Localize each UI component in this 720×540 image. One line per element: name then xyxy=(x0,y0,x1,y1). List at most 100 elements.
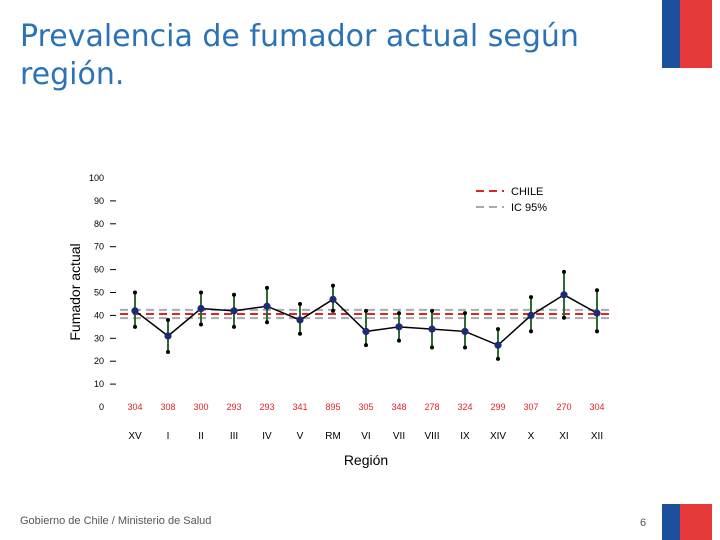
x-tick-label: IX xyxy=(460,431,470,442)
ci-lower-point xyxy=(595,329,599,334)
ci-lower-point xyxy=(199,322,203,327)
x-tick-label: XIV xyxy=(490,431,506,442)
prevalence-point xyxy=(197,304,205,313)
sample-size-label: 270 xyxy=(556,402,571,412)
sample-size-label: 304 xyxy=(589,402,604,412)
x-axis-label: Región xyxy=(344,452,388,468)
sample-size-label: 308 xyxy=(160,402,175,412)
sample-size-label: 307 xyxy=(523,402,538,412)
prevalence-point xyxy=(428,325,436,333)
x-tick-label: X xyxy=(528,431,535,442)
prevalence-point xyxy=(230,307,238,315)
x-tick-label: I xyxy=(167,431,170,442)
sample-size-label: 278 xyxy=(424,402,439,412)
y-tick-label: 40 xyxy=(94,310,104,320)
chart-legend: CHILE IC 95% xyxy=(476,186,547,214)
y-tick-label: 50 xyxy=(94,288,104,298)
sample-size-label: 324 xyxy=(457,402,472,412)
y-tick-label: 90 xyxy=(94,196,104,206)
prevalence-point xyxy=(263,302,271,310)
x-tick-label: VIII xyxy=(424,431,439,442)
y-tick-label: 20 xyxy=(94,356,104,366)
flag-blue-stripe xyxy=(662,0,680,68)
sample-size-label: 300 xyxy=(193,402,208,412)
sample-size-label: 895 xyxy=(325,402,340,412)
ci-upper-point xyxy=(232,292,236,297)
legend-label: CHILE xyxy=(511,186,543,198)
ci-upper-point xyxy=(331,283,335,288)
x-tick-label: VI xyxy=(361,431,370,442)
ci-lower-point xyxy=(364,343,368,348)
prevalence-point xyxy=(362,327,370,336)
x-tick-label: XII xyxy=(591,431,603,442)
y-tick-label: 10 xyxy=(94,379,104,389)
ci-lower-point xyxy=(430,345,434,350)
y-tick-label: 100 xyxy=(89,173,104,183)
ci-upper-point xyxy=(595,288,599,293)
x-tick-label: XV xyxy=(128,431,142,442)
ci-upper-point xyxy=(529,295,533,300)
prevalence-point xyxy=(395,323,403,331)
ci-upper-point xyxy=(199,290,203,295)
ci-lower-point xyxy=(133,324,137,329)
sample-size-label: 305 xyxy=(358,402,373,412)
footer-text: Gobierno de Chile / Ministerio de Salud xyxy=(20,515,212,527)
ci-upper-point xyxy=(397,311,401,316)
prevalence-series xyxy=(131,291,601,349)
prevalence-point xyxy=(131,307,139,315)
ci-lower-point xyxy=(397,338,401,343)
y-axis-label: Fumador actual xyxy=(67,243,83,340)
page-number: 6 xyxy=(640,517,647,529)
prevalence-point xyxy=(296,316,304,324)
ci-upper-point xyxy=(364,308,368,313)
ci-lower-point xyxy=(463,345,467,350)
x-tick-label: II xyxy=(198,431,204,442)
prevalence-point xyxy=(329,295,337,303)
prevalence-point xyxy=(494,341,502,349)
y-tick-label: 0 xyxy=(99,402,104,412)
chile-flag-bottom-decoration xyxy=(662,504,712,540)
ci-lower-point xyxy=(562,315,566,320)
ci-lower-point xyxy=(496,356,500,361)
sample-size-label: 299 xyxy=(490,402,505,412)
y-tick-label: 80 xyxy=(94,219,104,229)
sample-size-label: 341 xyxy=(292,402,307,412)
x-tick-label: VII xyxy=(393,431,405,442)
sample-size-label: 304 xyxy=(127,402,142,412)
prevalence-point xyxy=(527,311,535,319)
ci-upper-point xyxy=(496,327,500,332)
flag-red-stripe xyxy=(680,504,712,540)
x-tick-label: XI xyxy=(559,431,568,442)
ci-lower-point xyxy=(529,329,533,334)
ci-upper-point xyxy=(133,290,137,295)
x-axis: XV I II III IV V RM VI VII VIII IX XIV X XI XII xyxy=(128,431,603,442)
ci-lower-point xyxy=(298,331,302,336)
ci-upper-point xyxy=(166,317,170,322)
prevalence-point xyxy=(560,291,568,299)
ci-upper-point xyxy=(298,301,302,306)
prevalence-point xyxy=(164,332,172,340)
prevalence-point xyxy=(461,327,469,336)
legend-label: IC 95% xyxy=(511,202,547,214)
slide-title: Prevalencia de fumador actual según regi… xyxy=(20,19,579,92)
ci-lower-point xyxy=(166,350,170,355)
ci-lower-point xyxy=(331,308,335,313)
ci-lower-point xyxy=(232,324,236,329)
y-tick-label: 60 xyxy=(94,265,104,275)
ci-upper-point xyxy=(430,308,434,313)
x-tick-label: IV xyxy=(262,431,272,442)
x-tick-label: V xyxy=(297,431,304,442)
sample-size-labels: 304 308 300 293 293 341 895 305 348 278 324 299 307 2… xyxy=(127,402,604,412)
y-axis: 0 10 20 30 40 50 60 70 80 90 100 xyxy=(89,173,116,412)
prevalence-point xyxy=(593,309,601,317)
sample-size-label: 293 xyxy=(226,402,241,412)
y-tick-label: 70 xyxy=(94,242,104,252)
x-tick-label: III xyxy=(230,431,238,442)
flag-blue-stripe xyxy=(662,504,680,540)
chile-flag-top-decoration xyxy=(662,0,712,68)
y-tick-label: 30 xyxy=(94,333,104,343)
ci-upper-point xyxy=(463,311,467,316)
ci-upper-point xyxy=(265,285,269,290)
sample-size-label: 348 xyxy=(391,402,406,412)
